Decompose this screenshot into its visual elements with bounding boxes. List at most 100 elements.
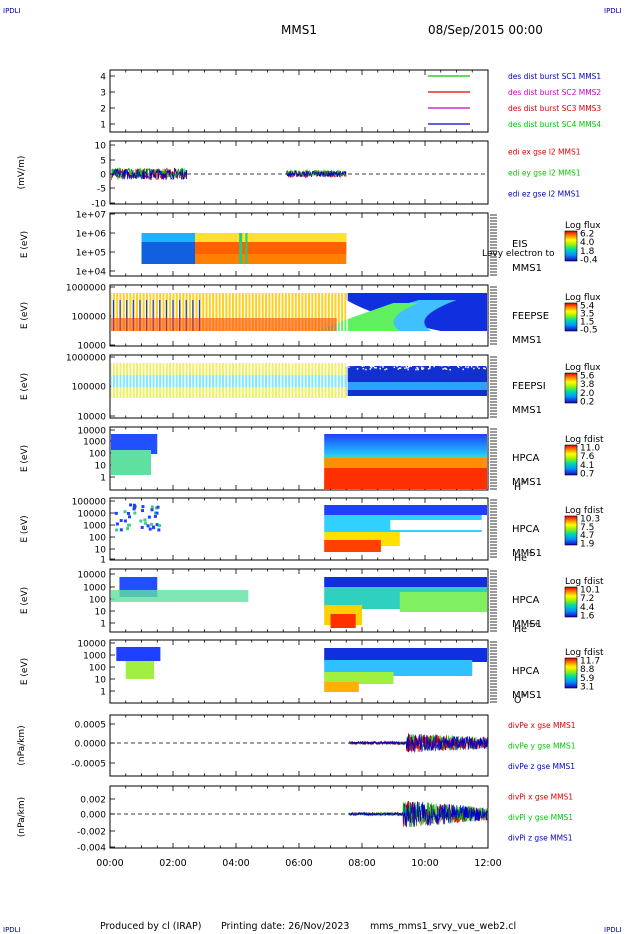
data-gap	[210, 360, 213, 398]
data-gap	[194, 293, 196, 331]
speckle	[398, 367, 401, 369]
speckle	[396, 365, 398, 368]
data-gap	[293, 360, 295, 398]
instrument-name: FEEPSE	[512, 311, 549, 322]
data-gap	[144, 293, 146, 331]
eis-band	[239, 233, 243, 264]
hpca-late	[324, 648, 487, 662]
data-gap	[171, 293, 173, 331]
speckle	[401, 364, 403, 367]
data-gap	[121, 360, 123, 398]
y-tick-label: 100000	[72, 383, 107, 393]
data-gap	[164, 293, 166, 331]
footer-printing-date: Printing date: 26/Nov/2023	[221, 921, 349, 932]
data-gap	[181, 293, 183, 331]
blue-stripe	[132, 300, 134, 331]
data-gap	[210, 293, 213, 331]
hpca-sample	[150, 505, 154, 509]
data-gap	[300, 293, 302, 331]
hpca-sample	[139, 519, 143, 523]
speckle	[372, 365, 375, 368]
hpca-sample	[154, 506, 158, 510]
speckle	[427, 364, 429, 366]
speckle	[408, 365, 410, 368]
speckle	[459, 363, 461, 365]
legend-entry: des dist burst SC3 MMS3	[508, 104, 601, 113]
speckle	[372, 361, 375, 363]
data-gap	[197, 293, 199, 331]
spacecraft-label: MMS1	[512, 690, 542, 701]
speckle	[415, 368, 417, 371]
data-gap	[128, 360, 130, 398]
speckle	[483, 367, 485, 369]
data-gap	[121, 293, 123, 331]
speckle	[468, 362, 470, 364]
speckle	[371, 365, 373, 368]
speckle	[374, 362, 377, 364]
colorbar-title: Log flux	[565, 363, 601, 373]
data-gap	[161, 293, 163, 331]
y-tick-label: -10	[91, 200, 106, 210]
spectrogram-hpca_o	[116, 647, 487, 692]
legend-entry: divPi y gse MMS1	[508, 813, 573, 822]
data-gap	[316, 360, 318, 398]
data-gap	[118, 293, 120, 331]
y-tick-label: -0.004	[77, 844, 106, 854]
data-gap	[233, 360, 236, 398]
data-gap	[217, 360, 219, 398]
colorbar-title: Log fdist	[565, 577, 604, 587]
hpca-sample	[123, 510, 127, 514]
speckle	[376, 361, 378, 363]
legend-entry: des dist burst SC4 MMS4	[508, 120, 601, 129]
y-tick-label: 1	[100, 474, 106, 484]
speckle	[417, 368, 419, 371]
speckle	[458, 364, 461, 366]
data-gap	[243, 360, 246, 398]
data-gap	[167, 360, 170, 398]
data-gap	[200, 293, 203, 331]
data-gap	[157, 293, 160, 331]
legend-entry: divPe z gse MMS1	[508, 762, 575, 771]
y-tick-label: 10000	[77, 413, 106, 423]
edi-series-2	[286, 169, 347, 179]
data-gap	[184, 360, 186, 398]
data-gap	[323, 293, 325, 331]
data-gap	[247, 360, 249, 398]
hpca-sample	[144, 521, 148, 525]
data-gap	[194, 360, 196, 398]
divpe-series-2	[349, 733, 489, 753]
y-tick-label: 10000	[77, 571, 106, 581]
spacecraft-label: MMS1	[512, 619, 542, 630]
hpca-late	[330, 614, 356, 628]
hpca-sample	[155, 511, 159, 515]
colorbar-tick-label: 8.8	[580, 665, 595, 675]
blue-stripe	[152, 300, 154, 331]
blue-stripe	[192, 300, 194, 331]
speckle	[397, 368, 400, 370]
corner-mark-top-right: IPDLI	[604, 7, 622, 15]
y-tick-label: 1e+07	[76, 211, 106, 221]
data-gap	[323, 360, 325, 398]
data-gap	[138, 360, 140, 398]
colorbar-tick-label: 2.0	[580, 389, 595, 399]
data-gap	[300, 360, 302, 398]
instrument-name: HPCA	[512, 453, 540, 464]
y-tick-label: 10	[95, 676, 107, 686]
eis-band	[141, 233, 196, 242]
colorbar-tick-label: 0.7	[580, 470, 594, 480]
data-gap	[134, 293, 137, 331]
colorbar-tick-label: 5.6	[580, 372, 595, 382]
speckle	[450, 363, 452, 366]
colorbar	[564, 372, 578, 404]
species-label: O	[514, 695, 521, 706]
speckle	[348, 362, 351, 365]
speckle	[460, 365, 463, 367]
data-gap	[240, 360, 242, 398]
data-gap	[343, 293, 345, 331]
speckle	[345, 365, 348, 367]
data-gap	[296, 360, 299, 398]
speckle	[439, 361, 442, 363]
hpca-sample	[149, 522, 153, 526]
hpca-sample	[146, 524, 150, 528]
